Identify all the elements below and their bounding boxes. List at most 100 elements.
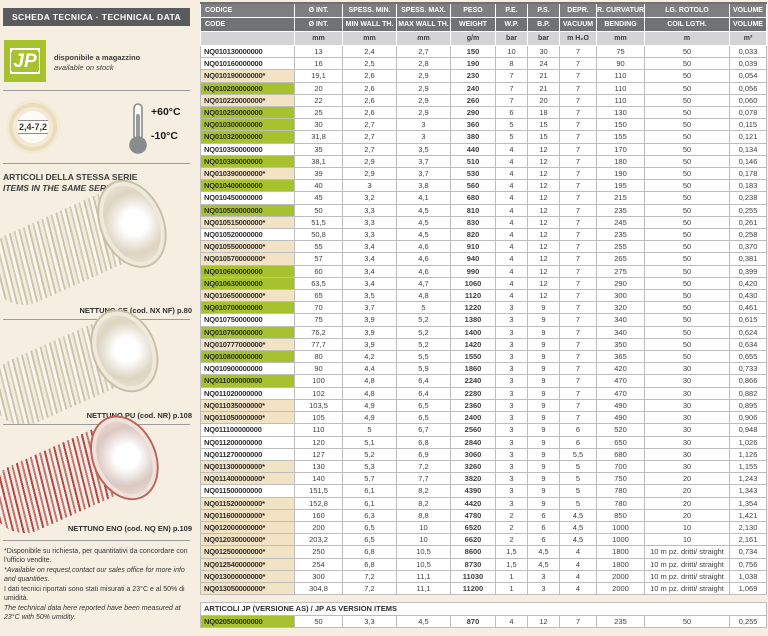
cell-spess-max: 8,2 bbox=[396, 484, 451, 498]
col-header-volume: VOLUME bbox=[729, 17, 767, 32]
table-row: NQ010700000000 70 3,7 5 1220 3 9 7 320 50 0,461 bbox=[200, 301, 767, 315]
cell-lg-rotolo: 30 bbox=[644, 447, 730, 461]
cell-spess-max: 4,5 bbox=[396, 228, 451, 242]
thermometer-icon bbox=[129, 103, 147, 154]
cell-peso: 440 bbox=[450, 142, 496, 156]
divider bbox=[3, 540, 190, 541]
cell-spess-max: 4,1 bbox=[396, 191, 451, 205]
cell-depr: 4,5 bbox=[559, 520, 597, 535]
product-code: NQ011000000000 bbox=[200, 374, 295, 388]
cell-peso: 6620 bbox=[450, 533, 496, 547]
table-row: NQ013050000000* 304,8 7,2 11,1 11200 1 3 4 2000 1… bbox=[200, 581, 767, 596]
cell-spess-max: 10 bbox=[396, 533, 451, 547]
cell-depr: 7 bbox=[559, 57, 597, 71]
cell-ps: 9 bbox=[527, 423, 560, 437]
cell-pe: 4 bbox=[495, 167, 528, 181]
cell-depr: 7 bbox=[559, 191, 597, 205]
col-header-volume: VOLUME bbox=[729, 2, 767, 18]
product-code: NQ010570000000* bbox=[200, 252, 295, 266]
col-header-ps: P.S. bbox=[527, 2, 560, 18]
cell-volume: 0,634 bbox=[729, 337, 767, 352]
cell-peso: 260 bbox=[450, 93, 496, 108]
cell-spess-max: 11,1 bbox=[396, 569, 451, 583]
as-version-table-body: ARTICOLI JP (VERSIONE AS) / JP AS VERSIO… bbox=[199, 602, 768, 629]
cell-peso: 290 bbox=[450, 106, 496, 120]
cell-volume: 0,178 bbox=[729, 167, 767, 181]
cell-peso: 11200 bbox=[450, 581, 496, 596]
cell-ps: 12 bbox=[527, 154, 560, 169]
cell-volume: 1,343 bbox=[729, 484, 767, 498]
cell-spess-max: 10,5 bbox=[396, 557, 451, 571]
cell-peso: 8600 bbox=[450, 545, 496, 559]
product-code: NQ010300000000 bbox=[200, 118, 295, 132]
cell-diam-int: 120 bbox=[294, 435, 343, 449]
cell-spess-max: 6,7 bbox=[396, 423, 451, 437]
diameter-range-badge: 2,4-7,2 bbox=[9, 103, 57, 151]
cell-volume: 0,733 bbox=[729, 362, 767, 376]
cell-lg-rotolo: 50 bbox=[644, 240, 730, 254]
cell-lg-rotolo: 50 bbox=[644, 301, 730, 315]
cell-depr: 7 bbox=[559, 374, 597, 388]
cell-lg-rotolo: 50 bbox=[644, 118, 730, 132]
cell-depr: 4 bbox=[559, 569, 597, 583]
cell-spess-min: 3,2 bbox=[342, 191, 397, 205]
cell-diam-int: 152,8 bbox=[294, 496, 343, 510]
cell-ps: 12 bbox=[527, 179, 560, 193]
cell-depr: 5 bbox=[559, 459, 597, 474]
cell-spess-min: 6,3 bbox=[342, 508, 397, 522]
cell-lg-rotolo: 10 m pz. dritti/ straight bbox=[644, 545, 730, 559]
col-header-pe: bar bbox=[495, 31, 528, 46]
cell-diam-int: 38,1 bbox=[294, 154, 343, 169]
cell-ps: 18 bbox=[527, 106, 560, 120]
divider bbox=[3, 319, 190, 320]
cell-peso: 11030 bbox=[450, 569, 496, 583]
cell-spess-min: 4,2 bbox=[342, 350, 397, 364]
cell-r-curvatura: 75 bbox=[596, 44, 645, 59]
cell-depr: 7 bbox=[559, 154, 597, 169]
cell-volume: 2,130 bbox=[729, 520, 767, 535]
cell-ps: 9 bbox=[527, 398, 560, 413]
col-header-lg-rotolo: m bbox=[644, 31, 730, 46]
temp-min-label: -10°C bbox=[151, 130, 178, 142]
cell-spess-max: 4,5 bbox=[396, 203, 451, 217]
cell-spess-min: 5,1 bbox=[342, 435, 397, 449]
cell-diam-int: 19,1 bbox=[294, 69, 343, 83]
col-header-lg-rotolo: COIL LGTH. bbox=[644, 17, 730, 32]
cell-lg-rotolo: 50 bbox=[644, 142, 730, 156]
cell-r-curvatura: 290 bbox=[596, 276, 645, 291]
table-row: NQ010800000000 80 4,2 5,5 1550 3 9 7 365 50 0,655 bbox=[200, 350, 767, 364]
table-row: NQ013000000000* 300 7,2 11,1 11030 1 3 4 2000 10 … bbox=[200, 569, 767, 583]
cell-r-curvatura: 420 bbox=[596, 362, 645, 376]
cell-r-curvatura: 780 bbox=[596, 484, 645, 498]
product-code: NQ011520000000* bbox=[200, 496, 295, 510]
col-header-r-curvatura: R. CURVATURA bbox=[596, 2, 645, 18]
cell-lg-rotolo: 30 bbox=[644, 374, 730, 388]
table-row: NQ011020000000 102 4,8 6,4 2280 3 9 7 470 30 0,882 bbox=[200, 386, 767, 400]
cell-peso: 6520 bbox=[450, 520, 496, 535]
cell-pe: 3 bbox=[495, 447, 528, 461]
cell-lg-rotolo: 50 bbox=[644, 252, 730, 266]
cell-lg-rotolo: 50 bbox=[644, 69, 730, 83]
cell-lg-rotolo: 30 bbox=[644, 435, 730, 449]
cell-r-curvatura: 255 bbox=[596, 240, 645, 254]
cell-pe: 3 bbox=[495, 398, 528, 413]
cell-r-curvatura: 2000 bbox=[596, 581, 645, 596]
table-row: NQ020500000000 50 3,3 4,5 870 4 12 7 235 50 0,255 bbox=[200, 615, 768, 629]
cell-lg-rotolo: 20 bbox=[644, 472, 730, 486]
cell-spess-min: 2,6 bbox=[342, 69, 397, 83]
cell-depr: 7 bbox=[559, 203, 597, 217]
cell-lg-rotolo: 50 bbox=[644, 191, 730, 205]
cell-peso: 2280 bbox=[450, 386, 496, 400]
cell-depr: 7 bbox=[559, 215, 597, 230]
cell-pe: 3 bbox=[495, 350, 528, 364]
cell-spess-min: 3,9 bbox=[342, 337, 397, 352]
cell-peso: 1120 bbox=[450, 289, 496, 303]
cell-diam-int: 130 bbox=[294, 459, 343, 474]
cell-spess-min: 3,4 bbox=[342, 276, 397, 291]
cell-depr: 7 bbox=[559, 301, 597, 315]
cell-spess-min: 3,3 bbox=[342, 228, 397, 242]
cell-r-curvatura: 180 bbox=[596, 154, 645, 169]
table-row: NQ011270000000 127 5,2 6,9 3060 3 9 5,5 680 30 1,1… bbox=[200, 447, 767, 461]
cell-diam-int: 160 bbox=[294, 508, 343, 522]
product-code: NQ010777000000* bbox=[200, 337, 295, 352]
